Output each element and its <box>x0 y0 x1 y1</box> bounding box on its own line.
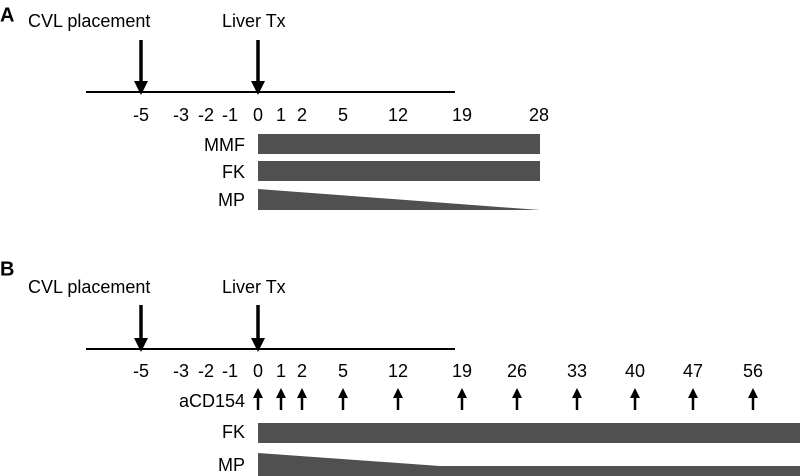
timeline-label: 0 <box>253 105 263 125</box>
panel-letter: A <box>0 4 14 26</box>
timeline-label: 5 <box>338 105 348 125</box>
timeline-label: 19 <box>452 105 472 125</box>
treatment-label: MMF <box>204 135 245 155</box>
dosing-label: aCD154 <box>179 391 245 411</box>
timeline-label: -1 <box>222 105 238 125</box>
timeline-label: 12 <box>388 105 408 125</box>
timeline-label: 1 <box>276 105 286 125</box>
treatment-taper <box>258 453 800 476</box>
event-label: Liver Tx <box>222 11 286 31</box>
treatment-label: MP <box>218 190 245 210</box>
treatment-bar <box>258 134 540 154</box>
timeline-label: -5 <box>133 361 149 381</box>
panel-letter: B <box>0 258 14 280</box>
timeline-label: 12 <box>388 361 408 381</box>
timeline-label: 33 <box>567 361 587 381</box>
event-label: Liver Tx <box>222 277 286 297</box>
timeline-label: -2 <box>198 361 214 381</box>
timeline-label: 28 <box>529 105 549 125</box>
treatment-label: MP <box>218 455 245 475</box>
timeline-label: 2 <box>297 361 307 381</box>
treatment-bar <box>258 161 540 181</box>
timeline-label: 0 <box>253 361 263 381</box>
timeline-label: -2 <box>198 105 214 125</box>
treatment-bar <box>258 423 800 443</box>
timeline-label: 5 <box>338 361 348 381</box>
timeline-label: 26 <box>507 361 527 381</box>
timeline-label: 47 <box>683 361 703 381</box>
event-label: CVL placement <box>28 277 150 297</box>
timeline-label: -3 <box>173 105 189 125</box>
timeline-label: -1 <box>222 361 238 381</box>
timeline-label: 19 <box>452 361 472 381</box>
treatment-label: FK <box>222 422 245 442</box>
timeline-label: -3 <box>173 361 189 381</box>
event-label: CVL placement <box>28 11 150 31</box>
timeline-label: 2 <box>297 105 307 125</box>
treatment-label: FK <box>222 162 245 182</box>
treatment-taper <box>258 189 540 210</box>
timeline-label: 1 <box>276 361 286 381</box>
timeline-label: 40 <box>625 361 645 381</box>
timeline-label: -5 <box>133 105 149 125</box>
timeline-label: 56 <box>743 361 763 381</box>
